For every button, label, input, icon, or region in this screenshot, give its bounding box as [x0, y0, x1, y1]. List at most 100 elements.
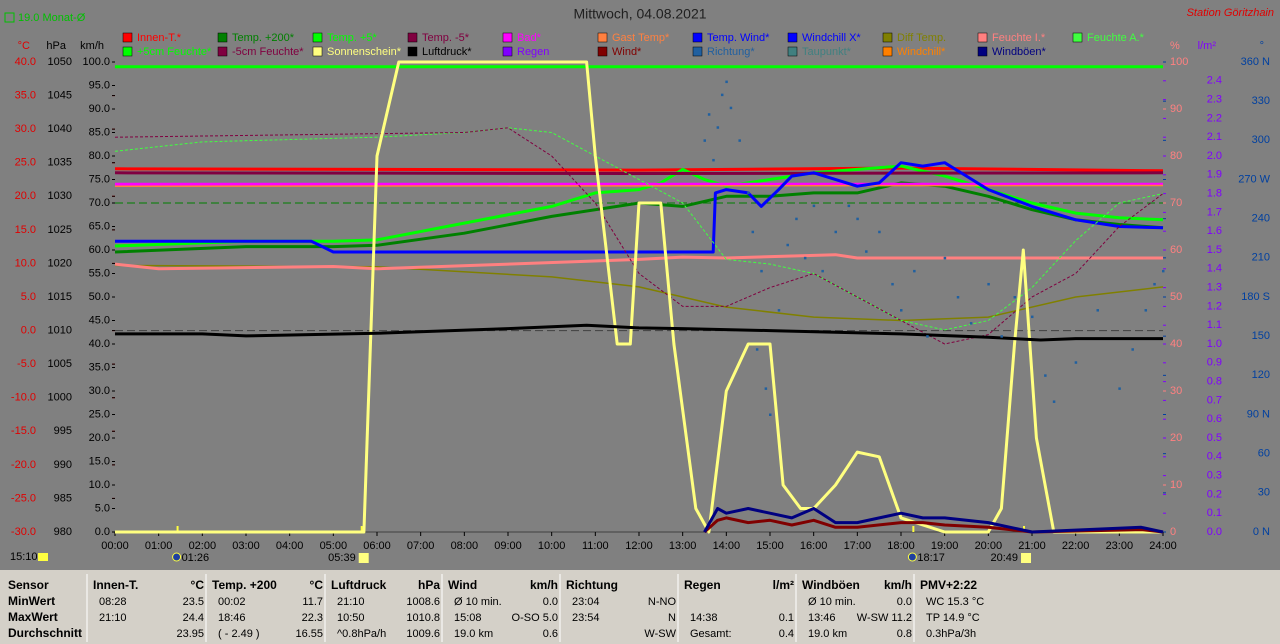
table-cell: 1008.6 — [406, 596, 440, 608]
legend-swatch — [217, 46, 228, 57]
legend-label: Feuchte A.* — [1087, 32, 1145, 44]
y-tick-label: 1.3 — [1207, 282, 1222, 294]
direction-point — [729, 106, 733, 110]
y-tick-label: 2.4 — [1207, 75, 1222, 87]
y-tick-label: 50.0 — [89, 291, 110, 303]
y-tick-label: 15.0 — [89, 455, 110, 467]
direction-point — [803, 256, 807, 260]
legend-swatch — [217, 32, 228, 43]
sun-icon — [358, 553, 369, 563]
direction-point — [703, 139, 706, 142]
table-cell: Gesamt: — [690, 628, 732, 640]
table-header: Richtung — [566, 578, 618, 592]
x-tick-label: 02:00 — [189, 540, 217, 552]
legend-label: Regen — [517, 46, 549, 58]
legend-swatch — [977, 46, 988, 57]
direction-point — [900, 309, 903, 312]
direction-point — [1074, 361, 1078, 364]
y-tick-label: 65.0 — [89, 220, 110, 232]
y-tick-label: 0.0 — [1207, 526, 1222, 538]
y-tick-label: 25.0 — [89, 408, 110, 420]
y-tick-label: 150 — [1252, 330, 1270, 342]
legend-swatch — [597, 32, 608, 43]
series-line — [115, 171, 1164, 175]
table-cell: MinWert — [8, 594, 55, 608]
legend-label: Innen-T.* — [137, 32, 182, 44]
y-tick-label: 90 — [1170, 103, 1182, 115]
y-tick-label: 0.6 — [1207, 413, 1222, 425]
legend-label: -5cm Feuchte* — [232, 46, 304, 58]
legend-swatch — [122, 32, 133, 43]
axis-unit: km/h — [80, 40, 104, 52]
y-tick-label: 0.7 — [1207, 394, 1222, 406]
direction-point — [1144, 309, 1148, 312]
direction-point — [969, 322, 973, 325]
y-tick-label: 0.3 — [1207, 470, 1222, 482]
y-tick-label: 1040 — [48, 123, 72, 135]
y-tick-label: 2.0 — [1207, 150, 1222, 162]
direction-point — [1031, 315, 1034, 319]
table-unit: km/h — [884, 578, 912, 592]
y-tick-label: 985 — [54, 492, 72, 504]
y-tick-label: 80 — [1170, 150, 1182, 162]
y-tick-label: 30.0 — [15, 123, 36, 135]
corner-icon — [38, 553, 48, 561]
legend-label: Gast Temp* — [612, 32, 670, 44]
table-cell: 18:46 — [218, 612, 246, 624]
series-line — [115, 60, 1163, 534]
y-tick-label: 10 — [1170, 479, 1182, 491]
table-header: Innen-T. — [93, 578, 138, 592]
y-tick-label: 1.7 — [1207, 206, 1222, 218]
y-tick-label: 95.0 — [89, 79, 110, 91]
table-cell: 08:28 — [99, 596, 127, 608]
table-header: Wind — [448, 578, 477, 592]
direction-point — [834, 230, 837, 234]
direction-point — [795, 217, 798, 221]
x-tick-label: 22:00 — [1062, 540, 1090, 552]
table-cell: 1010.8 — [406, 612, 440, 624]
y-tick-label: 1.2 — [1207, 300, 1222, 312]
month-icon — [4, 12, 15, 23]
direction-point — [987, 282, 990, 286]
y-tick-label: 60 — [1258, 448, 1270, 460]
legend-label: Taupunkt* — [802, 46, 852, 58]
y-tick-label: 995 — [54, 425, 72, 437]
y-tick-label: 20.0 — [89, 432, 110, 444]
table-cell: 22.3 — [302, 612, 323, 624]
table-cell: 23.95 — [176, 628, 204, 640]
x-tick-label: 19:00 — [931, 540, 959, 552]
direction-point — [847, 204, 851, 208]
direction-point — [747, 191, 750, 195]
legend-label: Temp. +200* — [232, 32, 295, 44]
y-tick-label: 90 N — [1247, 408, 1270, 420]
y-tick-label: 40.0 — [89, 338, 110, 350]
y-tick-label: 1045 — [48, 89, 72, 101]
direction-point — [856, 217, 859, 221]
direction-point — [956, 296, 960, 299]
x-tick-label: 11:00 — [582, 540, 609, 552]
x-tick-label: 03:00 — [232, 540, 260, 552]
table-cell: 0.3hPa/3h — [926, 628, 976, 640]
y-tick-label: 60 — [1170, 244, 1182, 256]
table-cell: 0.4 — [779, 628, 794, 640]
direction-point — [891, 282, 894, 286]
table-header: Luftdruck — [331, 578, 387, 592]
legend-swatch — [312, 32, 323, 43]
y-tick-label: 0.0 — [95, 526, 110, 538]
y-tick-label: 35.0 — [15, 89, 36, 101]
y-tick-label: 0.4 — [1207, 451, 1222, 463]
y-tick-label: 0 N — [1253, 526, 1270, 538]
x-tick-label: 06:00 — [363, 540, 391, 552]
stats-background — [0, 570, 1280, 644]
direction-point — [738, 139, 741, 142]
legend-swatch — [692, 46, 703, 57]
table-cell: 0.8 — [897, 628, 912, 640]
moon-icon — [172, 552, 182, 562]
axis-unit: % — [1170, 40, 1180, 52]
legend-label: Luftdruck* — [422, 46, 472, 58]
y-tick-label: 120 — [1252, 369, 1270, 381]
y-tick-label: 1.0 — [1207, 338, 1222, 350]
legend-label: Temp. -5* — [422, 32, 470, 44]
x-tick-label: 13:00 — [669, 540, 697, 552]
direction-point — [926, 335, 929, 338]
